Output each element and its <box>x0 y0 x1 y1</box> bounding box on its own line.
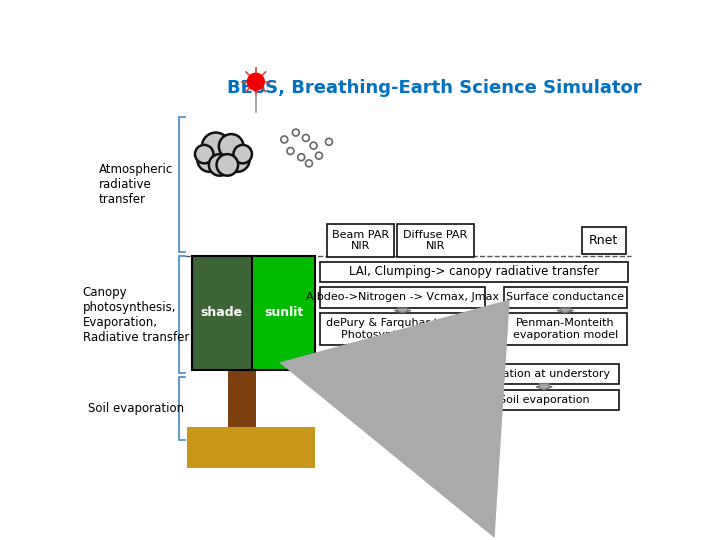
Bar <box>320 262 628 282</box>
Text: sunlit: sunlit <box>264 306 303 319</box>
Circle shape <box>219 134 243 159</box>
Bar <box>504 313 627 345</box>
Polygon shape <box>536 383 552 390</box>
Circle shape <box>209 154 230 176</box>
Text: Soil evaporation: Soil evaporation <box>499 395 590 405</box>
Bar <box>320 287 485 308</box>
Bar <box>252 256 315 370</box>
Circle shape <box>207 139 240 173</box>
Circle shape <box>197 147 222 172</box>
Text: BESS, Breathing-Earth Science Simulator: BESS, Breathing-Earth Science Simulator <box>227 79 642 97</box>
Circle shape <box>248 73 264 90</box>
Text: Beam PAR
NIR: Beam PAR NIR <box>332 230 389 251</box>
Bar <box>186 428 315 468</box>
Text: Rnet: Rnet <box>589 234 618 247</box>
Bar <box>228 369 256 430</box>
Bar <box>327 224 395 256</box>
Bar <box>469 363 619 383</box>
Bar <box>582 226 626 254</box>
Text: Penman-Monteith
evaporation model: Penman-Monteith evaporation model <box>513 318 618 340</box>
Text: LAI, Clumping-> canopy radiative transfer: LAI, Clumping-> canopy radiative transfe… <box>348 266 599 279</box>
Text: Albdeo->Nitrogen -> Vcmax, Jmax: Albdeo->Nitrogen -> Vcmax, Jmax <box>306 292 499 302</box>
Circle shape <box>225 147 250 172</box>
Circle shape <box>233 145 252 164</box>
Bar <box>192 256 252 370</box>
Text: shade: shade <box>201 306 243 319</box>
Circle shape <box>195 145 213 164</box>
Polygon shape <box>557 308 573 313</box>
Circle shape <box>217 154 238 176</box>
Bar <box>320 313 485 345</box>
Text: dePury & Farquhar two leaf
Photosynthesis model: dePury & Farquhar two leaf Photosynthesi… <box>326 318 479 340</box>
Text: Soil evaporation: Soil evaporation <box>88 402 184 415</box>
Text: Diffuse PAR
NIR: Diffuse PAR NIR <box>403 230 467 251</box>
Text: Radiation at understory: Radiation at understory <box>478 369 611 379</box>
Bar <box>504 287 627 308</box>
Polygon shape <box>395 308 410 313</box>
Circle shape <box>202 132 230 160</box>
Bar <box>469 390 619 410</box>
Text: Atmospheric
radiative
transfer: Atmospheric radiative transfer <box>99 163 173 206</box>
Text: Surface conductance: Surface conductance <box>506 292 624 302</box>
Bar <box>397 224 474 256</box>
Text: Canopy
photosynthesis,
Evaporation,
Radiative transfer: Canopy photosynthesis, Evaporation, Radi… <box>83 286 189 344</box>
